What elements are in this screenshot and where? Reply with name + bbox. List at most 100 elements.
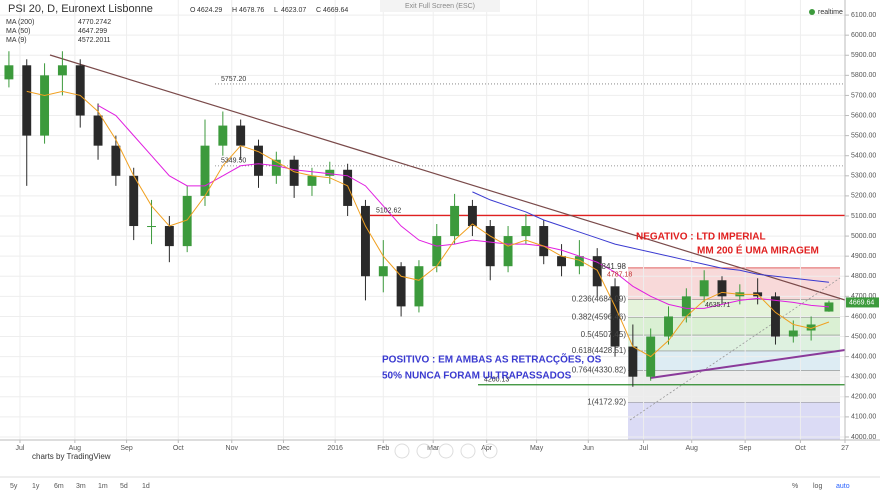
y-tick-label: 5200.00	[851, 193, 876, 200]
fib-label: 0.618(4428.51)	[572, 346, 627, 355]
candle-body	[824, 302, 834, 312]
candle-body	[111, 145, 121, 176]
fib-label: 4841.98	[597, 262, 626, 271]
chart-title: PSI 20, D, Euronext Lisbonne	[8, 3, 153, 15]
candle-body	[22, 65, 32, 136]
x-tick-label: Jun	[583, 445, 594, 452]
nav-button[interactable]	[438, 443, 454, 459]
range-button[interactable]: 5d	[120, 483, 128, 490]
candle-body	[699, 280, 709, 297]
ohlc-value: 4669.64	[323, 7, 348, 14]
candle-body	[147, 226, 156, 228]
ma-line	[26, 90, 830, 358]
trendline	[49, 54, 846, 301]
levels	[215, 83, 845, 386]
moving-averages	[26, 90, 830, 358]
candle-body	[557, 256, 567, 267]
ohlc-key: L	[274, 7, 278, 14]
x-tick-label: Dec	[277, 445, 290, 452]
x-tick-label: 2016	[327, 445, 343, 452]
y-tick-label: 4900.00	[851, 253, 876, 260]
annotation: 50% NUNCA FORAM ULTRAPASSADOS	[382, 371, 572, 382]
range-button[interactable]: 1m	[98, 483, 108, 490]
level-label: 5757.20	[221, 76, 246, 83]
fib-band	[628, 370, 840, 403]
x-tick-label: Sep	[120, 445, 133, 452]
y-tick-label: 4400.00	[851, 353, 876, 360]
x-tick-label: Mar	[427, 445, 440, 452]
x-tick-label: Aug	[69, 445, 82, 452]
candle-body	[503, 236, 513, 267]
ohlc-value: 4624.29	[197, 7, 222, 14]
ohlc-key: H	[232, 7, 237, 14]
nav-button[interactable]	[460, 443, 476, 459]
candle-body	[539, 226, 549, 257]
candle-body	[325, 169, 335, 176]
level-label: 4260.13	[484, 377, 509, 384]
candle-body	[574, 256, 584, 267]
y-tick-label: 4200.00	[851, 394, 876, 401]
y-tick-label: 4100.00	[851, 414, 876, 421]
x-tick-label: Oct	[795, 445, 806, 452]
legend-label: MA (50)	[6, 28, 31, 35]
scale-button[interactable]: log	[813, 483, 822, 490]
price-mark: 4635.71	[705, 302, 730, 309]
candle-body	[396, 266, 406, 307]
candles	[4, 51, 834, 387]
candle-body	[521, 226, 531, 237]
y-tick-label: 5900.00	[851, 52, 876, 59]
nav-button[interactable]	[394, 443, 410, 459]
candle-body	[681, 296, 691, 317]
legend-value: 4647.299	[78, 28, 107, 35]
candle-body	[806, 324, 816, 331]
candle-body	[164, 226, 174, 247]
y-tick-label: 6000.00	[851, 32, 876, 39]
candle-body	[254, 145, 263, 176]
annotation: MM 200 É UMA MIRAGEM	[697, 244, 819, 257]
brand[interactable]: charts by TradingView	[32, 452, 111, 461]
y-tick-label: 5700.00	[851, 92, 876, 99]
fib-label: 0.764(4330.82)	[572, 366, 627, 375]
exit-button[interactable]	[380, 0, 500, 12]
candle-body	[182, 195, 192, 247]
ohlc-key: O	[190, 7, 196, 14]
ma-line	[97, 105, 829, 309]
candle-body	[57, 65, 67, 76]
y-tick-label: 5000.00	[851, 233, 876, 240]
y-tick-label: 5100.00	[851, 213, 876, 220]
support-line	[649, 349, 846, 379]
range-button[interactable]: 5y	[10, 483, 18, 490]
fib-label: 1(4172.92)	[587, 397, 626, 406]
level-label: 5349.50	[221, 158, 246, 165]
fib-band	[628, 317, 840, 336]
x-tick-label: Jul	[639, 445, 648, 452]
nav-button[interactable]	[482, 443, 498, 459]
y-tick-label: 4300.00	[851, 374, 876, 381]
candle-body	[93, 115, 103, 146]
x-tick-label: Nov	[226, 445, 239, 452]
realtime-dot	[809, 9, 815, 15]
candle-body	[360, 205, 370, 277]
range-button[interactable]: 1y	[32, 483, 40, 490]
ma-line	[472, 191, 830, 283]
fib-label: 0.236(4684.09)	[572, 295, 627, 304]
nav-button[interactable]	[416, 443, 432, 459]
range-button[interactable]: 6m	[54, 483, 64, 490]
fib-band	[628, 350, 840, 371]
range-button[interactable]: 3m	[76, 483, 86, 490]
scale-button[interactable]: %	[792, 483, 798, 490]
candle-body	[4, 65, 14, 80]
candle-body	[432, 236, 442, 267]
exit-label[interactable]: Exit Full Screen (ESC)	[405, 3, 475, 10]
candle-body	[289, 159, 299, 186]
grid	[0, 0, 849, 443]
y-tick-label: 4800.00	[851, 273, 876, 280]
range-button[interactable]: 1d	[142, 483, 150, 490]
x-tick-label: Apr	[481, 445, 493, 452]
y-tick-label: 5400.00	[851, 153, 876, 160]
fib-label: 0.382(4596.46)	[572, 312, 627, 321]
ohlc-key: C	[316, 7, 321, 14]
scale-button[interactable]: auto	[836, 483, 850, 490]
y-tick-label: 5600.00	[851, 112, 876, 119]
candle-body	[129, 175, 139, 227]
